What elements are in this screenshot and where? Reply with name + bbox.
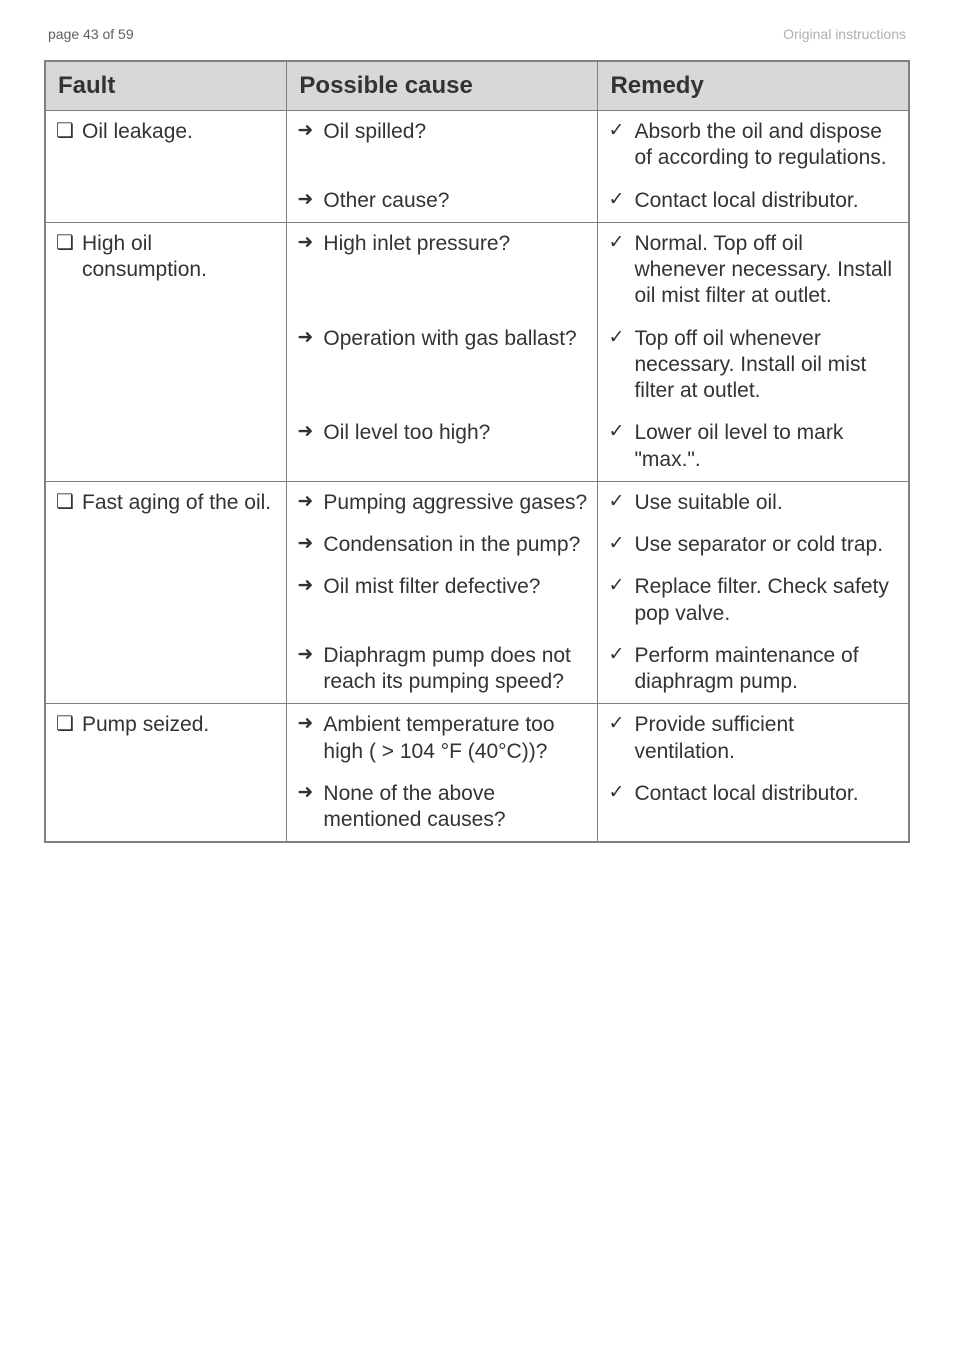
cause-text: Other cause? [323, 188, 587, 214]
check-icon: ✓ [608, 643, 634, 667]
arrow-icon: ➜ [297, 781, 323, 805]
cause-text: Operation with gas ballast? [323, 326, 587, 352]
remedy-text: Lower oil level to mark "max.". [634, 420, 898, 473]
square-icon: ❏ [56, 231, 82, 256]
remedy-text: Use suitable oil. [634, 490, 898, 516]
check-icon: ✓ [608, 532, 634, 556]
cause-text: High inlet pressure? [323, 231, 587, 257]
square-icon: ❏ [56, 490, 82, 515]
fault-text: Pump seized. [82, 712, 276, 738]
check-icon: ✓ [608, 188, 634, 212]
remedy-text: Contact local distributor. [634, 781, 898, 807]
check-icon: ✓ [608, 781, 634, 805]
remedy-text: Contact local distributor. [634, 188, 898, 214]
check-icon: ✓ [608, 326, 634, 350]
fault-text: Fast aging of the oil. [82, 490, 276, 516]
col-fault: Fault [45, 61, 287, 111]
square-icon: ❏ [56, 119, 82, 144]
table-row: ❏Pump seized. ➜Ambient temperature too hi… [45, 704, 909, 773]
remedy-text: Replace filter. Check safety pop valve. [634, 574, 898, 627]
check-icon: ✓ [608, 712, 634, 736]
arrow-icon: ➜ [297, 231, 323, 255]
arrow-icon: ➜ [297, 532, 323, 556]
cause-text: Diaphragm pump does not reach its pumpin… [323, 643, 587, 696]
page-number: page 43 of 59 [48, 26, 134, 42]
cause-text: Oil level too high? [323, 420, 587, 446]
arrow-icon: ➜ [297, 188, 323, 212]
cause-text: Oil spilled? [323, 119, 587, 145]
table-row: ❏Oil leakage. ➜Oil spilled? ✓Absorb the oi… [45, 111, 909, 180]
col-remedy: Remedy [598, 61, 909, 111]
arrow-icon: ➜ [297, 420, 323, 444]
remedy-text: Use separator or cold trap. [634, 532, 898, 558]
arrow-icon: ➜ [297, 119, 323, 143]
remedy-text: Perform maintenance of diaphragm pump. [634, 643, 898, 696]
check-icon: ✓ [608, 231, 634, 255]
cause-text: Condensation in the pump? [323, 532, 587, 558]
fault-table: Fault Possible cause Remedy ❏Oil leakage… [44, 60, 910, 843]
table-row: ❏Fast aging of the oil. ➜Pumping aggressi… [45, 481, 909, 524]
remedy-text: Normal. Top off oil whenever necessary. … [634, 231, 898, 310]
cause-text: Pumping aggressive gases? [323, 490, 587, 516]
check-icon: ✓ [608, 119, 634, 143]
doc-label: Original instructions [783, 26, 906, 42]
arrow-icon: ➜ [297, 643, 323, 667]
remedy-text: Provide sufficient ventilation. [634, 712, 898, 765]
fault-text: Oil leakage. [82, 119, 276, 145]
remedy-text: Top off oil whenever necessary. Install … [634, 326, 898, 405]
cause-text: Ambient temperature too high ( > 104 °F … [323, 712, 587, 765]
check-icon: ✓ [608, 574, 634, 598]
remedy-text: Absorb the oil and dispose of according … [634, 119, 898, 172]
arrow-icon: ➜ [297, 712, 323, 736]
check-icon: ✓ [608, 420, 634, 444]
table-row: ❏High oil consumption. ➜High inlet pressu… [45, 222, 909, 317]
cause-text: Oil mist filter defective? [323, 574, 587, 600]
check-icon: ✓ [608, 490, 634, 514]
cause-text: None of the above mentioned causes? [323, 781, 587, 834]
table-header-row: Fault Possible cause Remedy [45, 61, 909, 111]
fault-text: High oil consumption. [82, 231, 276, 284]
col-cause: Possible cause [287, 61, 598, 111]
square-icon: ❏ [56, 712, 82, 737]
arrow-icon: ➜ [297, 574, 323, 598]
arrow-icon: ➜ [297, 326, 323, 350]
arrow-icon: ➜ [297, 490, 323, 514]
